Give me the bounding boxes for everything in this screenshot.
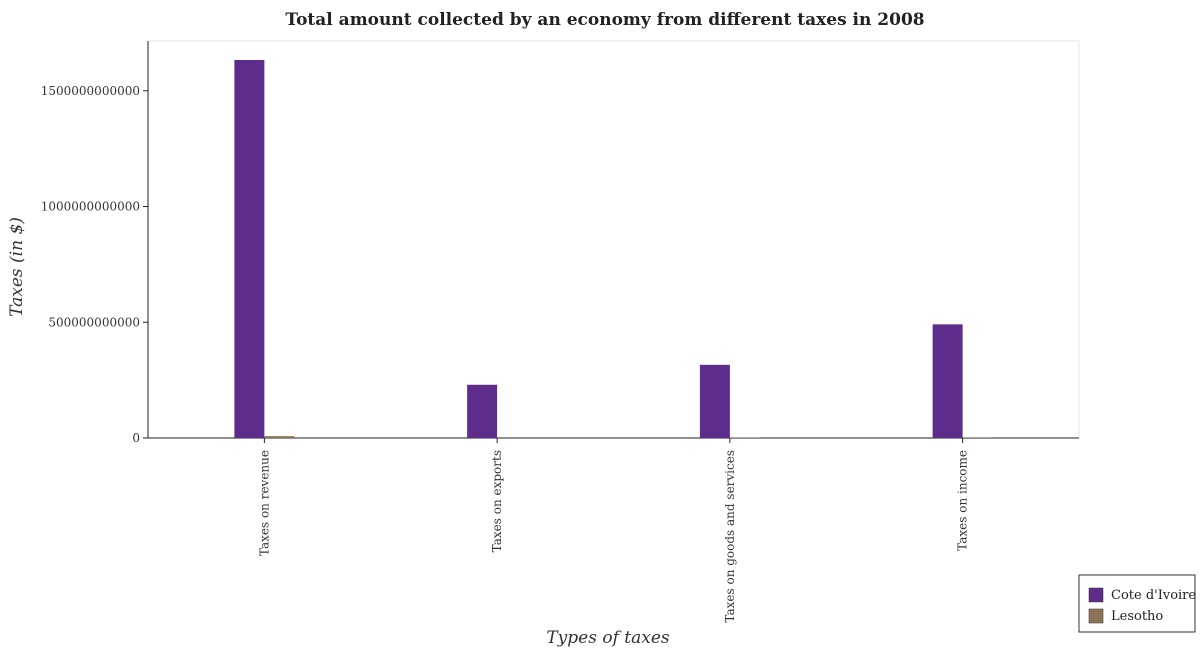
- x-tick-label: Taxes on goods and services: [723, 450, 737, 623]
- y-tick-label: 500000000000: [48, 315, 140, 329]
- bar-lesotho-taxes-on-revenue: [264, 436, 295, 438]
- x-tick-label: Taxes on revenue: [257, 450, 271, 556]
- x-tick-label: Taxes on exports: [490, 450, 504, 552]
- bar-cote-d-ivoire-taxes-on-goods-and-services: [699, 364, 730, 438]
- x-tick-label: Taxes on income: [956, 450, 970, 551]
- y-axis-label: Taxes (in $): [7, 217, 27, 317]
- chart-title: Total amount collected by an economy fro…: [285, 10, 924, 30]
- bar-cote-d-ivoire-taxes-on-revenue: [234, 59, 265, 438]
- legend-swatch-lesotho: [1088, 608, 1104, 624]
- y-tick-label: 0: [132, 431, 140, 445]
- x-axis-label: Types of taxes: [546, 628, 670, 648]
- bar-cote-d-ivoire-taxes-on-income: [932, 324, 963, 438]
- legend-label-lesotho: Lesotho: [1111, 609, 1163, 624]
- y-tick-label: 1000000000000: [41, 200, 140, 214]
- bars: [234, 59, 993, 438]
- bar-cote-d-ivoire-taxes-on-exports: [467, 384, 498, 438]
- x-ticks: Taxes on revenue Taxes on exports Taxes on…: [257, 438, 970, 623]
- legend-label-cote-divoire: Cote d'Ivoire: [1111, 588, 1196, 603]
- y-tick-label: 1500000000000: [41, 84, 140, 98]
- y-ticks: 0 500000000000 1000000000000 1500000000000: [41, 84, 148, 445]
- legend: Cote d'Ivoire Lesotho: [1078, 574, 1196, 633]
- legend-swatch-cote-divoire: [1088, 587, 1104, 603]
